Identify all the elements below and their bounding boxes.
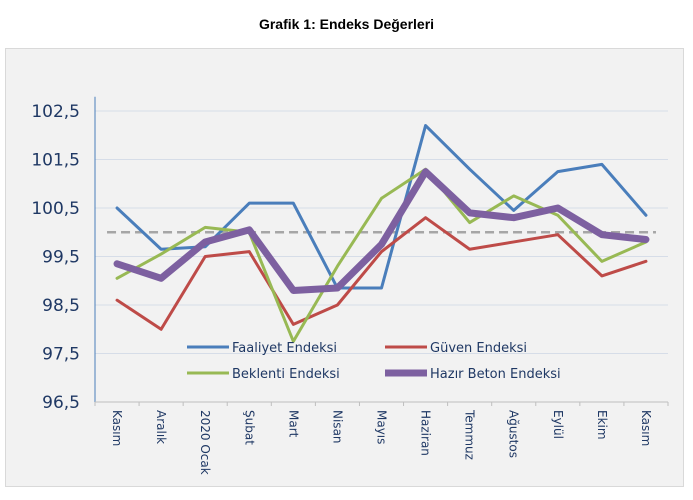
y-tick-label: 96,5 (42, 393, 80, 413)
y-tick-label: 99,5 (42, 248, 80, 268)
x-tick-label: 2020 Ocak (198, 410, 212, 475)
legend-label: Hazır Beton Endeksi (430, 367, 561, 382)
y-tick-label: 98,5 (42, 296, 80, 316)
x-tick-label: Şubat (242, 410, 256, 445)
x-tick-label: Ekim (595, 410, 609, 440)
x-tick-label: Mayıs (375, 410, 389, 444)
legend-label: Güven Endeksi (430, 341, 527, 356)
chart-title: Grafik 1: Endeks Değerleri (258, 16, 435, 32)
x-tick-label: Ağustos (507, 410, 521, 458)
y-tick-label: 101,5 (31, 151, 80, 171)
x-tick-label: Kasım (639, 410, 653, 446)
x-tick-label: Temmuz (463, 409, 477, 460)
x-tick-label: Haziran (419, 410, 433, 456)
x-tick-label: Nisan (330, 410, 344, 444)
x-tick-label: Eylül (551, 410, 565, 439)
x-tick-label: Kasım (110, 410, 124, 446)
x-tick-label: Aralık (154, 410, 168, 444)
y-tick-label: 100,5 (31, 199, 80, 219)
x-tick-label: Mart (286, 410, 300, 438)
legend-label: Faaliyet Endeksi (232, 341, 337, 356)
y-tick-label: 97,5 (42, 345, 80, 365)
y-tick-label: 102,5 (31, 102, 80, 122)
legend-label: Beklenti Endeksi (232, 367, 340, 382)
